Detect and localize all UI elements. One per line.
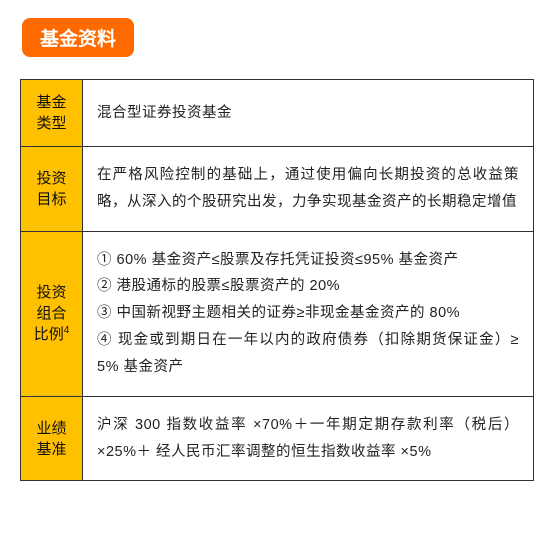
label-text: 业绩 xyxy=(36,420,66,437)
label-cell-investment-objective: 投资 目标 xyxy=(21,147,83,232)
section-title-badge: 基金资料 xyxy=(22,18,134,57)
value-text: ③ 中国新视野主题相关的证券≥非现金基金资产的 80% xyxy=(97,300,519,327)
value-text: 沪深 300 指数收益率 ×70%＋一年期定期存款利率（税后）×25%＋ 经人民… xyxy=(97,412,519,466)
label-text: 组合 xyxy=(36,305,66,322)
value-text: ④ 现金或到期日在一年以内的政府债券（扣除期货保证金）≥ 5% 基金资产 xyxy=(97,327,519,381)
table-row: 投资 目标 在严格风险控制的基础上，通过使用偏向长期投资的总收益策略，从深入的个… xyxy=(21,147,534,232)
label-text: 投资 xyxy=(36,284,66,301)
label-text: 比例 xyxy=(34,326,64,343)
value-cell-performance-benchmark: 沪深 300 指数收益率 ×70%＋一年期定期存款利率（税后）×25%＋ 经人民… xyxy=(83,396,534,481)
value-text: ① 60% 基金资产≤股票及存托凭证投资≤95% 基金资产 xyxy=(97,247,519,274)
label-text: 基准 xyxy=(36,441,66,458)
value-cell-investment-objective: 在严格风险控制的基础上，通过使用偏向长期投资的总收益策略，从深入的个股研究出发，… xyxy=(83,147,534,232)
label-cell-performance-benchmark: 业绩 基准 xyxy=(21,396,83,481)
value-text: 在严格风险控制的基础上，通过使用偏向长期投资的总收益策略，从深入的个股研究出发，… xyxy=(97,162,519,216)
label-text: 投资 xyxy=(36,170,66,187)
label-cell-fund-type: 基金 类型 xyxy=(21,80,83,147)
table-row: 投资 组合 比例4 ① 60% 基金资产≤股票及存托凭证投资≤95% 基金资产 … xyxy=(21,231,534,396)
value-text: ② 港股通标的股票≤股票资产的 20% xyxy=(97,273,519,300)
label-cell-portfolio-ratio: 投资 组合 比例4 xyxy=(21,231,83,396)
value-cell-fund-type: 混合型证券投资基金 xyxy=(83,80,534,147)
table-row: 业绩 基准 沪深 300 指数收益率 ×70%＋一年期定期存款利率（税后）×25… xyxy=(21,396,534,481)
fund-info-table: 基金 类型 混合型证券投资基金 投资 目标 在严格风险控制的基础上，通过使用偏向… xyxy=(20,79,534,481)
value-text: 混合型证券投资基金 xyxy=(97,100,519,127)
table-row: 基金 类型 混合型证券投资基金 xyxy=(21,80,534,147)
label-text: 基金 xyxy=(36,94,66,111)
footnote-marker: 4 xyxy=(64,325,70,336)
label-text: 目标 xyxy=(36,191,66,208)
label-text: 类型 xyxy=(36,115,66,132)
value-cell-portfolio-ratio: ① 60% 基金资产≤股票及存托凭证投资≤95% 基金资产 ② 港股通标的股票≤… xyxy=(83,231,534,396)
